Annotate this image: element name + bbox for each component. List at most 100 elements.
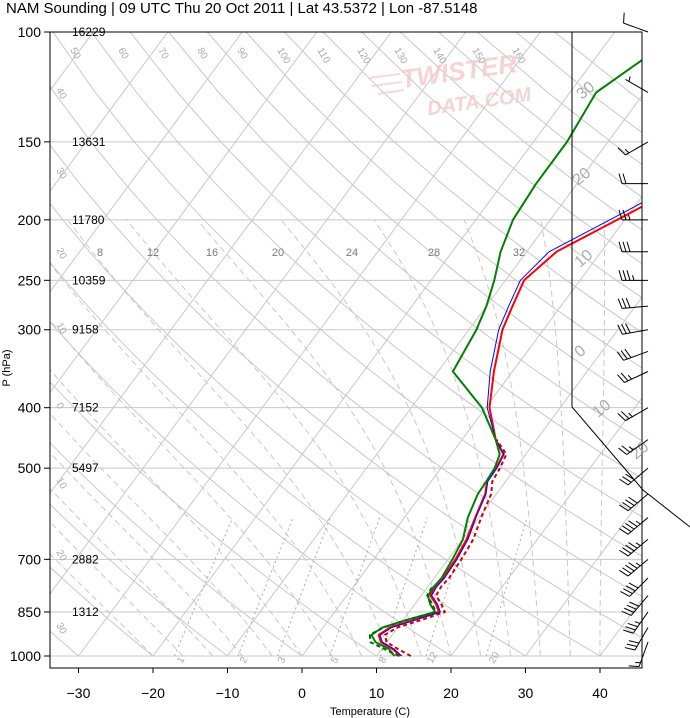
moist-adiabat-line (599, 219, 606, 656)
height-label: 13631 (72, 135, 106, 149)
isotherm-label: 80 (194, 46, 209, 62)
wind-barb-flag (622, 476, 632, 483)
wind-barb-flag (618, 173, 623, 184)
wind-barb-flag (622, 501, 632, 509)
plot-frame (49, 31, 643, 669)
wind-barb-flag (619, 528, 629, 535)
temperature-tick-label: 30 (518, 685, 534, 701)
dry-adiabat-line (91, 32, 642, 518)
wind-barb (617, 297, 649, 309)
wind-barb (618, 209, 648, 221)
wind-barb-flag (625, 323, 631, 334)
dry-adiabat-line (322, 32, 642, 299)
wind-barb-flag (626, 270, 631, 281)
dry-adiabat-line (245, 32, 642, 369)
moist-adiabat-line (280, 219, 482, 657)
mixing-ratio-line (379, 517, 428, 657)
wind-barb-flag (624, 348, 632, 358)
wind-barb-flag (617, 147, 626, 156)
wind-barb-staff (634, 627, 649, 651)
wind-barb-flag (619, 549, 629, 557)
wind-barb-flag (625, 626, 636, 631)
moist-adiabat-line (463, 219, 541, 657)
isotherm-label: 30 (53, 166, 68, 182)
profile-layer (368, 58, 642, 657)
isotherm-label: 20 (53, 548, 68, 564)
wind-barb-flag (620, 372, 629, 382)
pressure-tick-label: 400 (18, 400, 42, 416)
temperature-tick-label: 10 (369, 685, 385, 701)
dry-adiabat-line (50, 381, 377, 657)
wind-barb (618, 270, 648, 281)
isotherm-label: 120 (354, 46, 372, 66)
wind-barb-flag (625, 499, 635, 506)
wind-panel-outline (571, 32, 690, 528)
isotherm-line (376, 296, 642, 657)
wind-barb (619, 538, 649, 557)
isotherm-label: 10 (53, 321, 68, 337)
wind-barb-flag (624, 607, 635, 613)
wind-barb-half-flag (635, 542, 641, 547)
pressure-tick-label: 150 (18, 134, 42, 150)
wind-barb-flag (620, 591, 630, 597)
wind-barb-flag (622, 547, 632, 554)
wind-barb-staff (627, 467, 649, 486)
dry-adiabat-line (477, 32, 642, 166)
wind-barb (623, 611, 649, 634)
wind-barb-staff (627, 493, 649, 512)
isotherm-line (525, 497, 642, 657)
dry-adiabat-line (206, 32, 642, 405)
isotherm-line (0, 32, 19, 656)
wind-barb-half-flag (632, 275, 635, 281)
wind-barb-flag (626, 643, 638, 647)
wind-barb-staff (627, 517, 649, 535)
mixing-ratio-label: 32 (513, 247, 525, 259)
wind-barb-staff (638, 641, 649, 667)
wind-barb-flag (618, 209, 623, 220)
wind-barb (617, 371, 649, 383)
parcel_dewpoint-profile-line (368, 586, 437, 657)
dry-adiabat-line (52, 32, 642, 557)
wind-barb-half-flag (628, 214, 631, 220)
wind-barb-flag (617, 324, 623, 335)
isotherm-label: 50 (67, 46, 82, 62)
dry-adiabat-line (50, 321, 452, 657)
wind-barb (620, 577, 649, 597)
wind-barb (619, 467, 649, 486)
wind-barb-flag (624, 647, 636, 651)
wind-barb-flag (618, 447, 628, 455)
isotherm-label: 60 (115, 46, 130, 62)
wind-barb-staff (632, 611, 649, 634)
isotherm-label: 30 (53, 621, 68, 637)
wind-barb (618, 439, 649, 455)
height-label: 9158 (72, 323, 99, 337)
wind-barb-flag (628, 496, 638, 504)
wind-barb-flag (628, 582, 639, 589)
grid-layer (0, 32, 642, 657)
pressure-tick-label: 200 (18, 212, 42, 228)
wind-barb-flag (621, 445, 631, 453)
mixing-ratio-label: 2 (238, 655, 251, 666)
wind-barb (623, 12, 649, 33)
wind-barb (625, 76, 649, 93)
wind-barb-flag (627, 622, 638, 628)
mixing-ratio-label: 1 (175, 655, 188, 666)
wind-barb-flag (625, 522, 635, 530)
mixing-ratio-label: 3 (276, 655, 289, 666)
mixing-ratio-label: 12 (425, 650, 440, 666)
y-axis-title: P (hPa) (1, 349, 13, 386)
pressure-tick-label: 700 (18, 551, 42, 567)
wind-barb-flag (621, 411, 630, 420)
wind-barb-flag (625, 585, 636, 592)
wind-barb-flag (629, 601, 640, 607)
dry-adiabat-line (50, 144, 642, 639)
dry-adiabat-line (50, 202, 601, 657)
wind-barb-staff (623, 350, 649, 361)
wind-barb-flag (621, 298, 627, 309)
dry-adiabat-line (284, 32, 642, 334)
wind-barb-staff (625, 79, 649, 93)
temperature-tick-label: 20 (443, 685, 459, 701)
isotherm-label: 10 (572, 247, 597, 272)
chart-title: NAM Sounding | 09 UTC Thu 20 Oct 2011 | … (6, 0, 478, 17)
wind-barb-flag (617, 374, 625, 383)
